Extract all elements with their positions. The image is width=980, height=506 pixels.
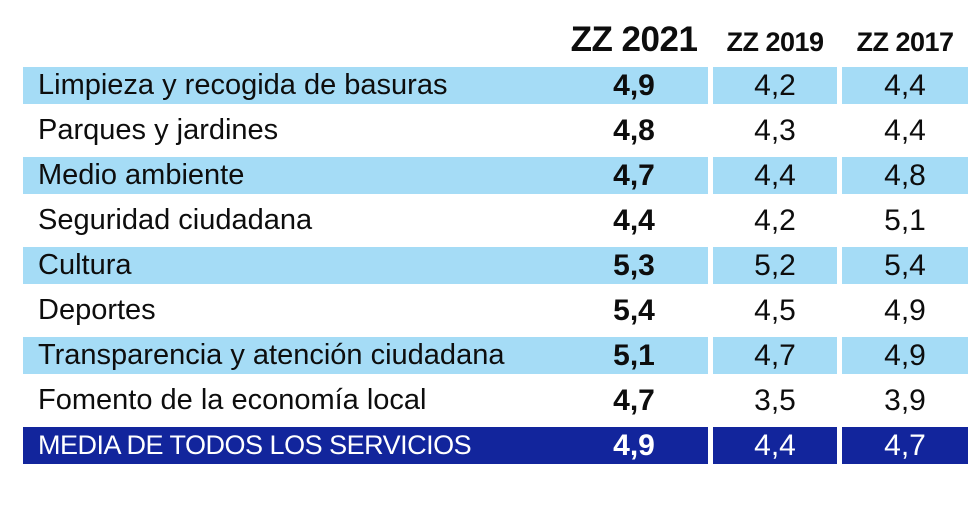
row-label: Seguridad ciudadana [38,204,313,236]
value-2019: 4,3 [754,114,796,147]
value-2019: 3,5 [754,384,796,417]
value-2017: 4,8 [842,157,968,194]
footer-value-2021: 4,9 [613,429,655,462]
table-row-transparencia: Transparencia y atención ciudadana 5,1 4… [23,337,968,374]
footer-label: MEDIA DE TODOS LOS SERVICIOS [38,430,472,460]
value-2021: 5,3 [613,249,655,282]
value-2019: 4,2 [754,204,796,237]
ratings-table: ZZ 2021 ZZ 2019 ZZ 2017 Limpieza y recog… [23,14,968,472]
header-label-spacer [23,21,560,59]
table-header-row: ZZ 2021 ZZ 2019 ZZ 2017 [23,14,968,59]
table-row-parques: Parques y jardines 4,8 4,3 4,4 [23,112,968,149]
table-row-fomento: Fomento de la economía local 4,7 3,5 3,9 [23,382,968,419]
row-label: Fomento de la economía local [38,384,427,416]
row-label: Deportes [38,294,156,326]
table-row-limpieza: Limpieza y recogida de basuras 4,9 4,2 4… [23,67,968,104]
value-2017: 5,4 [842,247,968,284]
value-2017: 4,4 [842,67,968,104]
footer-value-2019: 4,4 [713,427,837,464]
footer-value-2017: 4,7 [842,427,968,464]
value-2019: 4,4 [713,157,837,194]
value-2019: 5,2 [713,247,837,284]
row-label: Cultura [38,249,132,281]
value-2021: 5,1 [613,339,655,372]
value-2021: 4,7 [613,384,655,417]
value-2021: 4,8 [613,114,655,147]
value-2021: 5,4 [613,294,655,327]
table-row-deportes: Deportes 5,4 4,5 4,9 [23,292,968,329]
value-2017: 5,1 [884,204,926,237]
header-main-cell: ZZ 2021 [23,21,708,59]
value-2017: 4,4 [884,114,926,147]
value-2017: 4,9 [884,294,926,327]
row-label: Parques y jardines [38,114,279,146]
value-2019: 4,7 [713,337,837,374]
column-header-zz2019: ZZ 2019 [726,27,824,57]
column-header-zz2017: ZZ 2017 [856,27,954,57]
row-label: Limpieza y recogida de basuras [38,69,448,101]
value-2021: 4,4 [613,204,655,237]
table-row-medio-ambiente: Medio ambiente 4,7 4,4 4,8 [23,157,968,194]
value-2017: 3,9 [884,384,926,417]
value-2021: 4,7 [613,159,655,192]
value-2021: 4,9 [613,69,655,102]
table-row-seguridad: Seguridad ciudadana 4,4 4,2 5,1 [23,202,968,239]
table-row-cultura: Cultura 5,3 5,2 5,4 [23,247,968,284]
value-2017: 4,9 [842,337,968,374]
value-2019: 4,2 [713,67,837,104]
row-label: Medio ambiente [38,159,245,191]
table-footer-row-media: MEDIA DE TODOS LOS SERVICIOS 4,9 4,4 4,7 [23,427,968,464]
value-2019: 4,5 [754,294,796,327]
column-header-zz2021: ZZ 2021 [570,20,698,59]
row-label: Transparencia y atención ciudadana [38,339,505,371]
